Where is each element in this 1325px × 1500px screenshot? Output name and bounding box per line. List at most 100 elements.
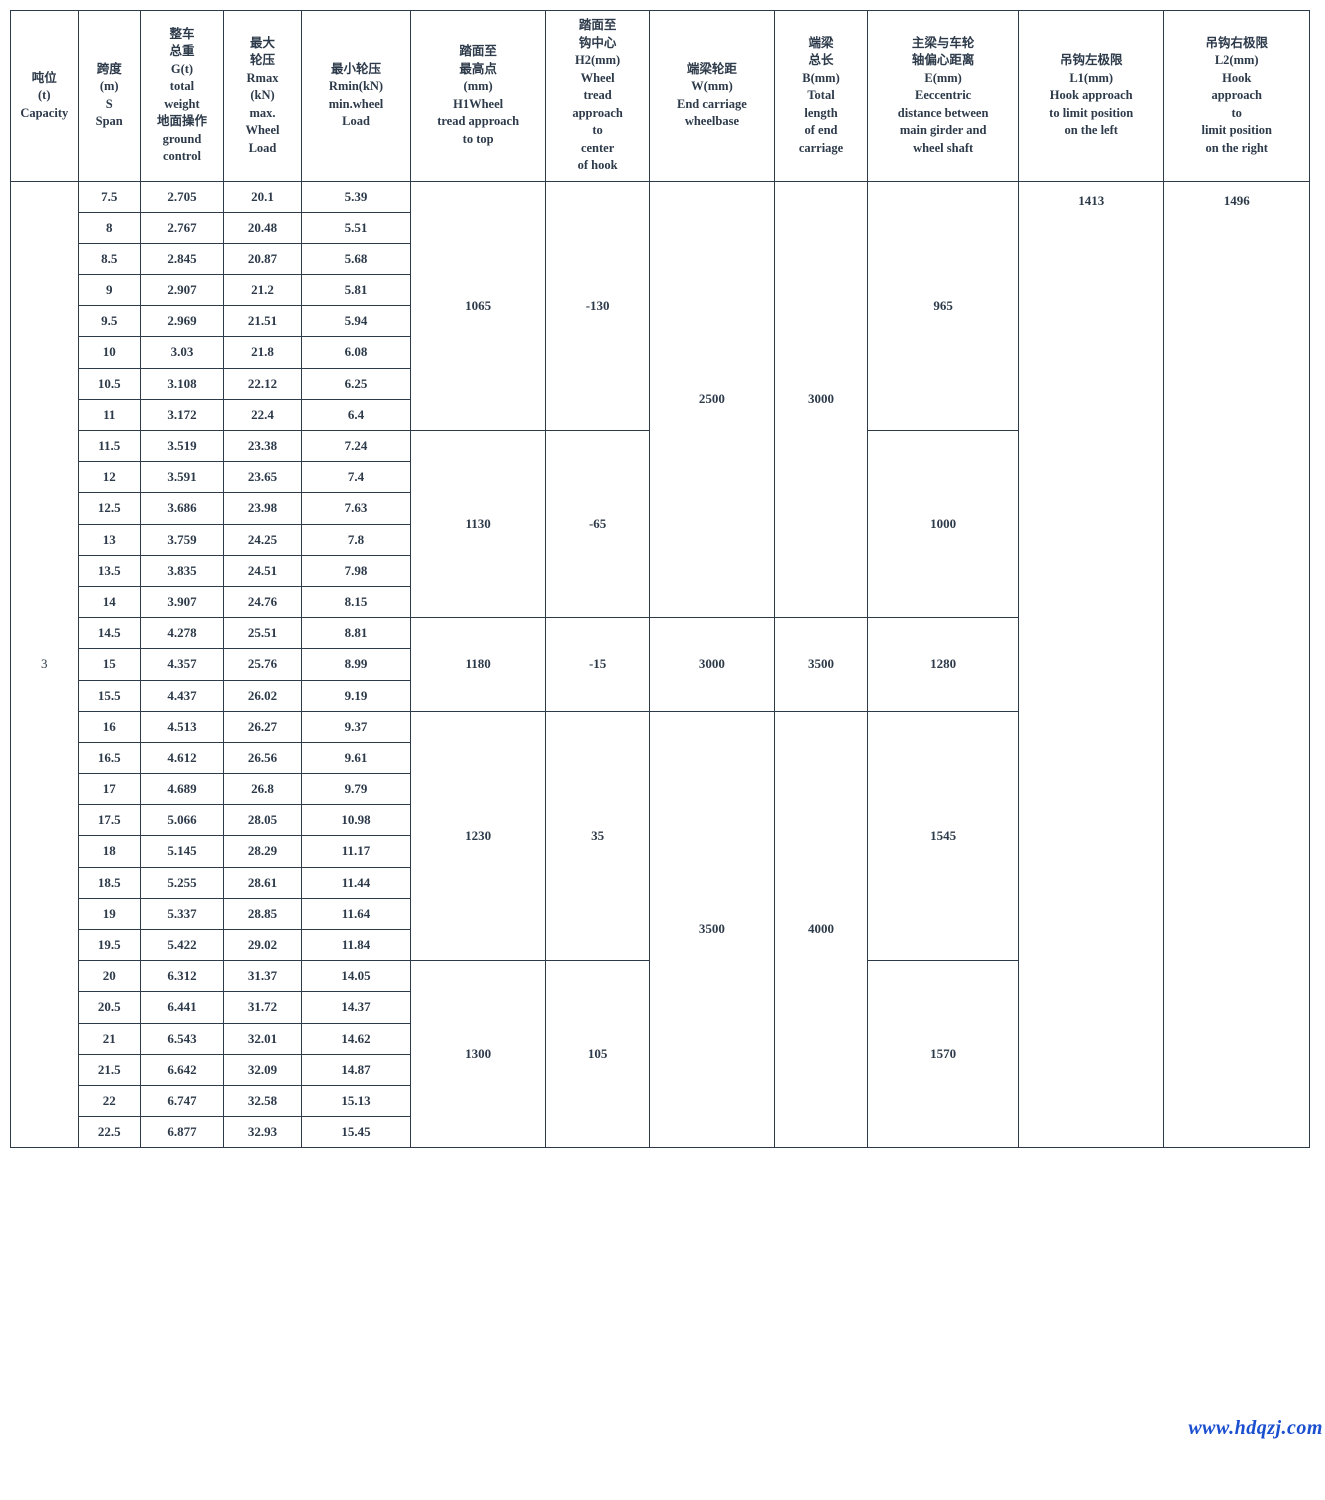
cell-span: 21 [78, 1023, 140, 1054]
cell-h1: 1180 [411, 618, 546, 712]
cell-span: 8 [78, 212, 140, 243]
cell-rmin: 7.63 [301, 493, 410, 524]
cell-rmax: 28.85 [224, 898, 302, 929]
cell-span: 19 [78, 898, 140, 929]
cell-g: 5.255 [140, 867, 223, 898]
cell-rmax: 32.09 [224, 1054, 302, 1085]
header-row: 吨位(t)Capacity跨度(m)SSpan整车总重G(t)totalweig… [11, 11, 1310, 182]
cell-rmax: 32.93 [224, 1117, 302, 1148]
cell-e: 1000 [868, 431, 1019, 618]
cell-rmin: 8.15 [301, 586, 410, 617]
cell-span: 19.5 [78, 930, 140, 961]
cell-span: 8.5 [78, 243, 140, 274]
cell-rmin: 5.94 [301, 306, 410, 337]
col-header-b: 端梁总长B(mm)Totallengthof endcarriage [774, 11, 868, 182]
cell-rmax: 28.05 [224, 805, 302, 836]
cell-span: 15.5 [78, 680, 140, 711]
cell-span: 13.5 [78, 555, 140, 586]
cell-rmax: 24.76 [224, 586, 302, 617]
cell-rmax: 28.29 [224, 836, 302, 867]
col-header-weight: 整车总重G(t)totalweight地面操作groundcontrol [140, 11, 223, 182]
table-body: 37.52.70520.15.391065-130250030009651413… [11, 181, 1310, 1148]
cell-l2: 1496 [1164, 181, 1310, 1148]
cell-span: 9 [78, 275, 140, 306]
cell-span: 11 [78, 399, 140, 430]
cell-g: 3.519 [140, 431, 223, 462]
cell-h2: -130 [546, 181, 650, 431]
cell-rmax: 28.61 [224, 867, 302, 898]
cell-h1: 1230 [411, 711, 546, 961]
cell-rmin: 7.4 [301, 462, 410, 493]
cell-g: 2.907 [140, 275, 223, 306]
cell-g: 5.145 [140, 836, 223, 867]
col-header-l1: 吊钩左极限L1(mm)Hook approachto limit positio… [1018, 11, 1163, 182]
cell-g: 4.278 [140, 618, 223, 649]
cell-span: 20 [78, 961, 140, 992]
cell-rmin: 15.45 [301, 1117, 410, 1148]
cell-span: 17 [78, 774, 140, 805]
cell-g: 6.747 [140, 1085, 223, 1116]
cell-w: 3500 [650, 711, 775, 1148]
cell-rmax: 21.2 [224, 275, 302, 306]
cell-rmax: 23.65 [224, 462, 302, 493]
cell-h2: 105 [546, 961, 650, 1148]
cell-span: 12.5 [78, 493, 140, 524]
cell-rmax: 32.58 [224, 1085, 302, 1116]
col-header-span: 跨度(m)SSpan [78, 11, 140, 182]
cell-h2: 35 [546, 711, 650, 961]
cell-span: 22 [78, 1085, 140, 1116]
cell-span: 21.5 [78, 1054, 140, 1085]
cell-g: 3.03 [140, 337, 223, 368]
cell-rmin: 9.61 [301, 742, 410, 773]
cell-rmax: 21.51 [224, 306, 302, 337]
cell-span: 11.5 [78, 431, 140, 462]
cell-e: 1570 [868, 961, 1019, 1148]
cell-e: 1280 [868, 618, 1019, 712]
cell-rmax: 23.98 [224, 493, 302, 524]
cell-span: 16 [78, 711, 140, 742]
cell-rmin: 11.84 [301, 930, 410, 961]
col-header-l2: 吊钩右极限L2(mm)Hookapproachtolimit positiono… [1164, 11, 1310, 182]
cell-g: 4.689 [140, 774, 223, 805]
cell-rmax: 31.37 [224, 961, 302, 992]
cell-rmin: 14.87 [301, 1054, 410, 1085]
cell-g: 3.686 [140, 493, 223, 524]
cell-rmin: 8.81 [301, 618, 410, 649]
cell-rmax: 26.27 [224, 711, 302, 742]
cell-g: 3.759 [140, 524, 223, 555]
cell-g: 5.066 [140, 805, 223, 836]
cell-e: 965 [868, 181, 1019, 431]
cell-rmax: 25.51 [224, 618, 302, 649]
cell-rmax: 26.56 [224, 742, 302, 773]
cell-span: 10.5 [78, 368, 140, 399]
col-header-h1: 踏面至最高点(mm)H1Wheeltread approachto top [411, 11, 546, 182]
cell-rmin: 5.81 [301, 275, 410, 306]
col-header-e: 主梁与车轮轴偏心距离E(mm)Eeccentricdistance betwee… [868, 11, 1019, 182]
cell-rmax: 26.02 [224, 680, 302, 711]
cell-g: 4.357 [140, 649, 223, 680]
cell-g: 5.422 [140, 930, 223, 961]
cell-rmax: 23.38 [224, 431, 302, 462]
cell-g: 4.513 [140, 711, 223, 742]
cell-rmin: 11.64 [301, 898, 410, 929]
cell-rmin: 6.08 [301, 337, 410, 368]
cell-rmax: 26.8 [224, 774, 302, 805]
watermark: www.hdqzj.com [1188, 1417, 1323, 1440]
cell-g: 4.612 [140, 742, 223, 773]
cell-rmax: 22.12 [224, 368, 302, 399]
cell-span: 16.5 [78, 742, 140, 773]
cell-rmin: 10.98 [301, 805, 410, 836]
cell-rmin: 6.25 [301, 368, 410, 399]
cell-rmax: 24.25 [224, 524, 302, 555]
cell-h1: 1300 [411, 961, 546, 1148]
cell-g: 6.441 [140, 992, 223, 1023]
cell-w: 3000 [650, 618, 775, 712]
cell-g: 2.845 [140, 243, 223, 274]
cell-b: 3000 [774, 181, 868, 618]
cell-span: 14.5 [78, 618, 140, 649]
cell-b: 3500 [774, 618, 868, 712]
cell-rmin: 9.37 [301, 711, 410, 742]
cell-span: 7.5 [78, 181, 140, 212]
cell-rmin: 7.8 [301, 524, 410, 555]
cell-h2: -65 [546, 431, 650, 618]
